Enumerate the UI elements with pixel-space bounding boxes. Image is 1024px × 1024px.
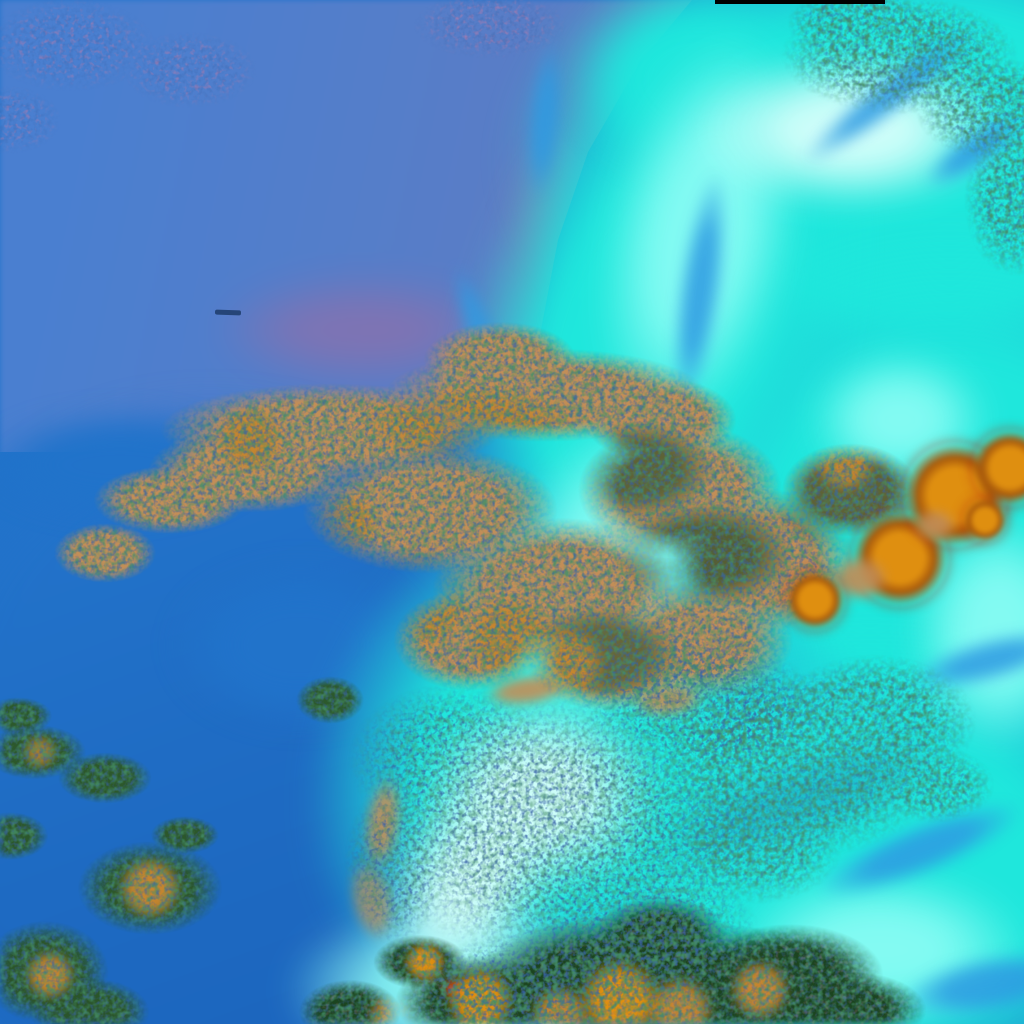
- data-gap-bar: [715, 0, 885, 4]
